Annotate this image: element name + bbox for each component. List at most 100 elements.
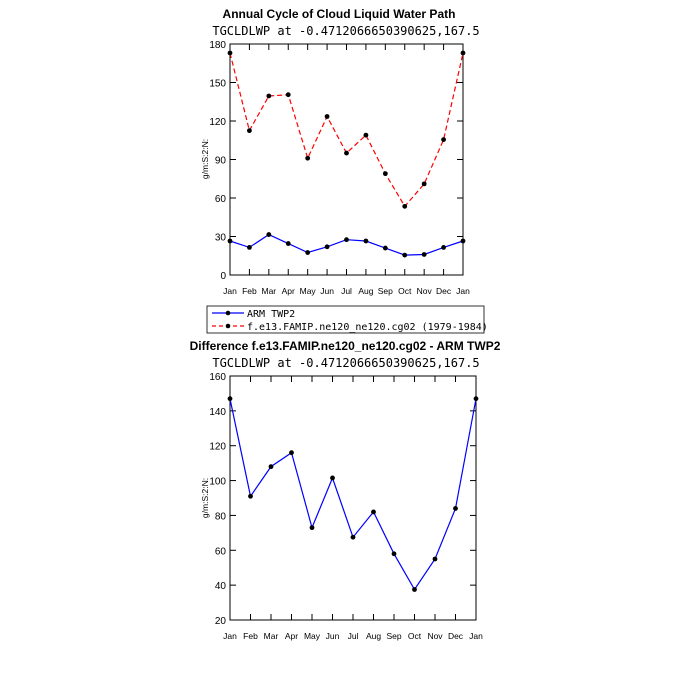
y-tick-label: 140 [209, 407, 226, 418]
x-tick-label: Mar [262, 286, 277, 296]
x-tick-label: Nov [427, 631, 443, 641]
y-tick-label: 80 [215, 511, 227, 522]
legend-label-model: f.e13.FAMIP.ne120_ne120.cg02 (1979-1984) [247, 322, 488, 333]
data-point [421, 181, 427, 187]
y-tick-label: 180 [209, 40, 226, 51]
series-layer [227, 396, 479, 592]
x-tick-label: Aug [358, 286, 373, 296]
x-tick-label: Jan [469, 631, 483, 641]
data-point [344, 150, 349, 156]
y-tick-label: 60 [215, 546, 227, 557]
data-point [324, 244, 330, 250]
x-tick-label: Apr [285, 631, 298, 641]
y-axis-label: g/m:S:2:N: [200, 139, 210, 179]
data-point [363, 238, 369, 244]
data-point [363, 132, 369, 138]
tick-layer: 0 30 60 90 120 150 180 Jan Feb Mar Apr May Jun Jul Aug… [209, 40, 470, 296]
data-point [289, 450, 294, 456]
x-tick-label: Jan [223, 286, 237, 296]
y-tick-label: 150 [209, 79, 226, 90]
data-point [412, 587, 417, 592]
x-tick-label: Dec [436, 286, 452, 296]
data-point [247, 245, 252, 250]
data-point [227, 238, 233, 244]
chart-subtitle: TGCLDLWP at -0.4712066650390625,167.5 [212, 24, 479, 38]
y-tick-label: 20 [215, 616, 227, 627]
data-point [268, 464, 274, 470]
data-point [421, 252, 427, 257]
data-point [285, 241, 291, 246]
x-tick-label: Sep [378, 286, 393, 296]
y-tick-label: 90 [215, 156, 227, 167]
x-tick-label: Dec [448, 631, 464, 641]
series-line-0 [229, 398, 477, 591]
y-tick-label: 160 [209, 372, 226, 383]
y-tick-label: 60 [215, 194, 227, 205]
x-tick-label: Aug [366, 631, 381, 641]
x-tick-label: Jun [320, 286, 334, 296]
legend-marker-arm [225, 310, 231, 316]
legend-box [206, 305, 485, 334]
x-tick-label: Sep [386, 631, 401, 641]
tick-layer: 20 40 60 80 100 120 140 160 Jan Feb Mar Apr May Jun Ju… [209, 372, 483, 641]
legend-marker-model [225, 323, 231, 329]
x-tick-label: Jul [348, 631, 359, 641]
y-tick-label: 0 [220, 271, 226, 282]
y-tick-label: 30 [215, 233, 227, 244]
y-tick-label: 100 [209, 477, 226, 488]
difference-chart: Difference f.e13.FAMIP.ne120_ne120.cg02 … [190, 339, 501, 641]
chart-subtitle: TGCLDLWP at -0.4712066650390625,167.5 [212, 356, 479, 370]
chart-title: Difference f.e13.FAMIP.ne120_ne120.cg02 … [190, 339, 501, 353]
chart-title: Annual Cycle of Cloud Liquid Water Path [223, 7, 456, 21]
data-point [305, 155, 311, 161]
x-tick-label: Oct [408, 631, 422, 641]
data-point [324, 114, 330, 119]
data-point [371, 509, 376, 515]
data-point [382, 245, 388, 251]
x-tick-label: Jan [223, 631, 237, 641]
x-tick-label: Feb [242, 286, 257, 296]
y-tick-label: 120 [209, 117, 226, 128]
annual-cycle-chart: Annual Cycle of Cloud Liquid Water Path … [200, 7, 480, 296]
data-point [382, 171, 388, 177]
x-tick-label: Feb [243, 631, 258, 641]
legend-label-arm: ARM TWP2 [247, 309, 295, 320]
data-point [344, 237, 349, 243]
data-point [473, 396, 479, 402]
data-point [441, 137, 446, 143]
x-tick-label: Jan [456, 286, 470, 296]
y-tick-label: 120 [209, 442, 226, 453]
data-point [247, 128, 252, 134]
x-tick-label: Jul [341, 286, 352, 296]
series-line-1 [229, 52, 464, 208]
data-point [305, 250, 311, 255]
data-point [285, 92, 291, 98]
data-point [266, 232, 272, 237]
data-point [350, 534, 356, 540]
y-axis-label: g/m:S:2:N: [200, 478, 210, 518]
x-tick-label: May [304, 631, 321, 641]
x-tick-label: Mar [264, 631, 279, 641]
x-tick-label: Jun [326, 631, 340, 641]
data-point [391, 551, 397, 557]
data-point [453, 506, 458, 511]
data-point [227, 396, 233, 402]
plot-frame [229, 375, 477, 621]
x-tick-label: Apr [282, 286, 295, 296]
data-point [432, 556, 438, 562]
data-point [441, 245, 446, 250]
x-tick-label: Oct [398, 286, 412, 296]
data-point [402, 203, 408, 209]
data-point [330, 475, 335, 481]
series-layer [227, 50, 466, 258]
data-point [227, 50, 233, 56]
data-point [460, 50, 466, 56]
data-point [460, 238, 466, 244]
data-point [309, 525, 315, 531]
x-tick-label: May [300, 286, 317, 296]
y-tick-label: 40 [215, 581, 227, 592]
data-point [248, 493, 253, 499]
data-point [402, 252, 408, 258]
legend: ARM TWP2 f.e13.FAMIP.ne120_ne120.cg02 (1… [206, 305, 488, 334]
